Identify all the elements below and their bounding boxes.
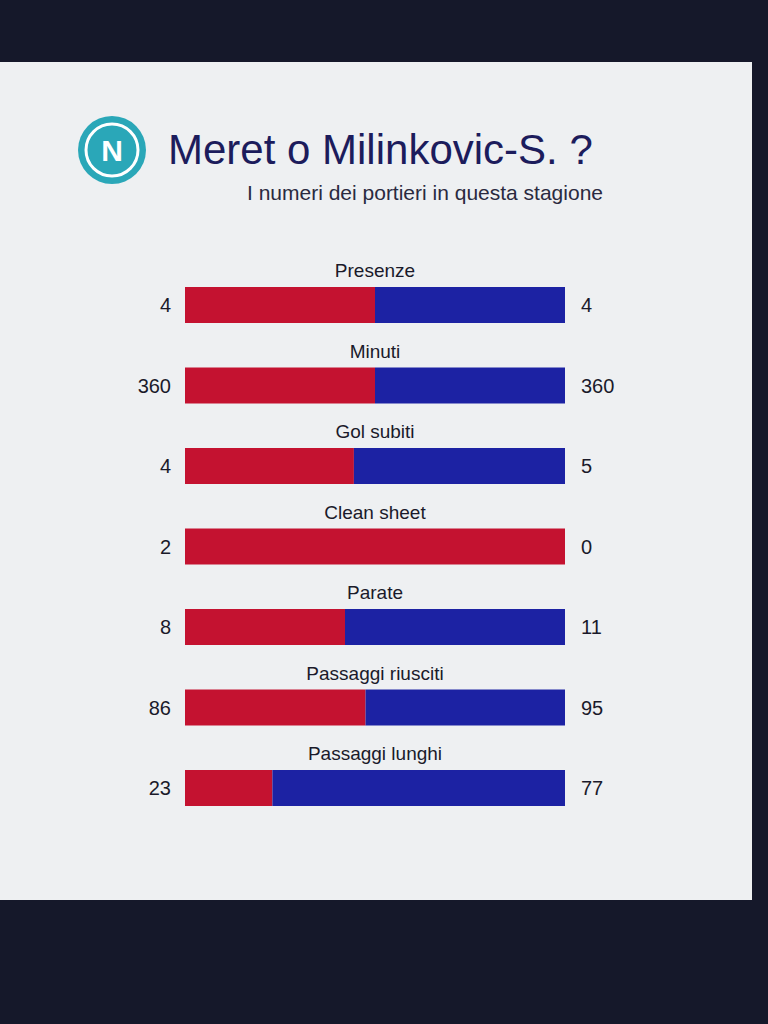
category-label: Clean sheet <box>324 502 426 523</box>
labels: Presenze 4 4 Minuti 360 360 Gol subiti 4 5 Clean … <box>138 260 615 799</box>
bar <box>185 529 565 565</box>
background <box>0 0 768 1024</box>
logo-inner <box>86 124 138 176</box>
data-label: 4 <box>581 294 592 316</box>
logo-ring <box>78 116 146 184</box>
bar <box>375 287 565 323</box>
data-label: 77 <box>581 777 603 799</box>
bar <box>565 529 566 565</box>
panel <box>0 62 752 900</box>
data-label: 95 <box>581 697 603 719</box>
bars <box>185 287 565 806</box>
data-label: 5 <box>581 455 592 477</box>
data-label: 0 <box>581 536 592 558</box>
data-label: 2 <box>160 536 171 558</box>
bar <box>185 448 354 484</box>
bar <box>366 690 565 726</box>
data-label: 23 <box>149 777 171 799</box>
data-label: 86 <box>149 697 171 719</box>
data-label: 360 <box>138 375 171 397</box>
bar <box>185 609 345 645</box>
title: Meret o Milinkovic-S. ? <box>168 126 593 173</box>
bar <box>185 287 375 323</box>
data-label: 4 <box>160 294 171 316</box>
subtitle: I numeri dei portieri in questa stagione <box>247 181 603 204</box>
bar <box>375 368 565 404</box>
bar <box>185 770 272 806</box>
category-label: Passaggi riusciti <box>306 663 443 684</box>
category-label: Presenze <box>335 260 415 281</box>
bar <box>185 690 366 726</box>
category-label: Minuti <box>350 341 401 362</box>
logo: N <box>78 116 146 184</box>
data-label: 360 <box>581 375 614 397</box>
data-label: 8 <box>160 616 171 638</box>
bar <box>272 770 565 806</box>
logo-text: N <box>101 134 123 167</box>
category-label: Passaggi lunghi <box>308 743 442 764</box>
category-label: Parate <box>347 582 403 603</box>
category-label: Gol subiti <box>335 421 414 442</box>
data-label: 11 <box>581 616 602 638</box>
data-label: 4 <box>160 455 171 477</box>
bar <box>345 609 565 645</box>
chart: N Meret o Milinkovic-S. ? I numeri dei por… <box>0 0 768 1024</box>
bar <box>354 448 565 484</box>
bar <box>185 368 375 404</box>
